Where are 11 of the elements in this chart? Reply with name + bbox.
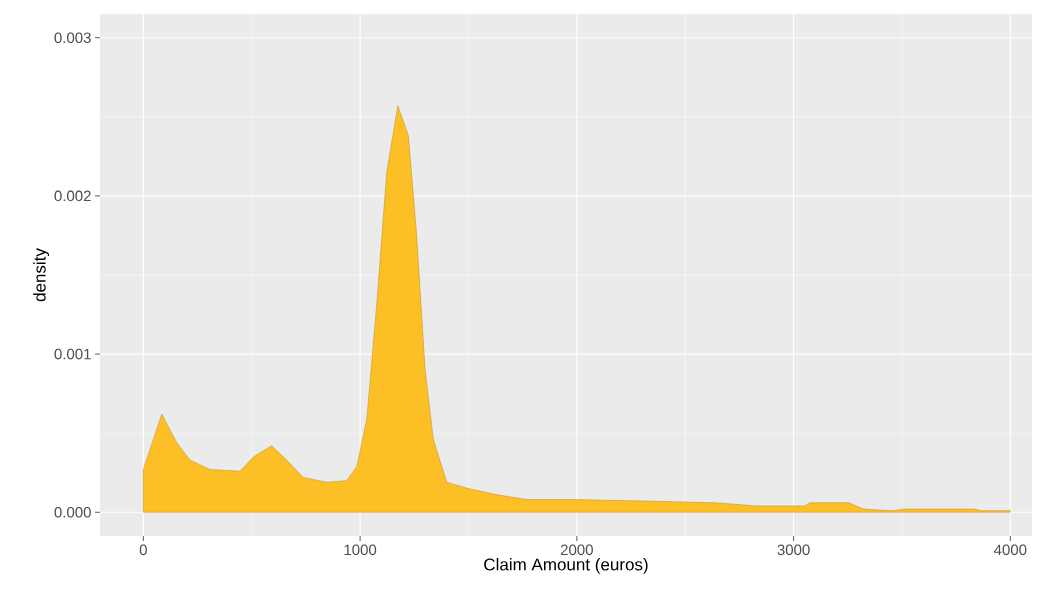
x-tick-label: 4000 bbox=[993, 544, 1027, 556]
x-tick-label: 3000 bbox=[777, 544, 810, 556]
x-tick-label: 1000 bbox=[344, 544, 377, 556]
x-tick-label: 0 bbox=[139, 544, 147, 556]
y-tick-label: 0.002 bbox=[54, 190, 91, 202]
y-axis-title: density bbox=[33, 248, 50, 302]
y-tick-label: 0.001 bbox=[54, 348, 91, 360]
y-tick-label: 0.003 bbox=[54, 32, 91, 44]
y-tick-label: 0.000 bbox=[54, 506, 91, 518]
x-axis-title: Claim Amount (euros) bbox=[484, 558, 648, 574]
x-tick-label: 2000 bbox=[560, 544, 593, 556]
